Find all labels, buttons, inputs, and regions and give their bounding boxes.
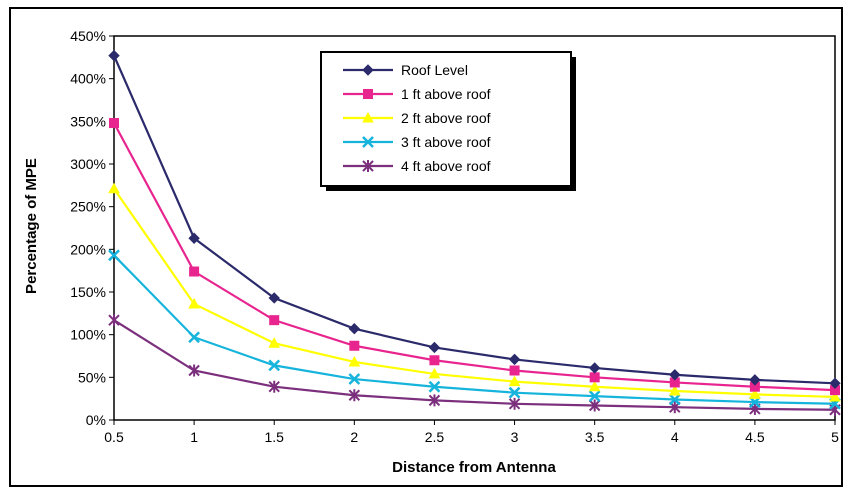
data-point — [348, 389, 361, 402]
series-1 — [108, 49, 841, 390]
data-point — [508, 386, 521, 399]
data-point — [349, 340, 360, 351]
data-point — [428, 367, 441, 379]
y-tick-label: 400% — [70, 71, 106, 87]
x-tick-label: 2.5 — [425, 429, 445, 445]
y-tick-label: 300% — [70, 156, 106, 172]
data-point — [428, 380, 441, 393]
legend-label: 4 ft above roof — [401, 158, 491, 174]
chart-border — [9, 7, 843, 487]
y-tick-label: 450% — [70, 28, 106, 44]
data-point — [508, 397, 521, 410]
data-point — [829, 390, 841, 402]
legend-entry: 1 ft above roof — [343, 86, 491, 102]
legend-entry: 4 ft above roof — [343, 158, 491, 174]
data-point — [749, 388, 761, 399]
legend: Roof Level 1 ft above roof 2 ft above roof… — [320, 51, 576, 191]
legend-marker — [362, 64, 374, 76]
series-line — [112, 55, 836, 385]
series-line — [113, 188, 836, 399]
x-tick-label: 4.5 — [745, 429, 765, 445]
data-point — [108, 249, 120, 262]
data-point — [429, 355, 440, 366]
data-point — [188, 331, 200, 344]
series-group — [108, 49, 841, 416]
x-tick-label: 1 — [190, 429, 198, 445]
data-point — [668, 393, 681, 406]
legend-entry: 2 ft above roof — [343, 110, 491, 126]
data-point — [108, 314, 120, 327]
data-point — [829, 377, 841, 390]
y-tick-label: 250% — [70, 199, 106, 215]
data-point — [508, 353, 521, 366]
data-point — [189, 266, 200, 277]
legend-marker — [362, 136, 374, 148]
data-point — [348, 355, 361, 367]
data-point — [348, 373, 361, 385]
data-point — [188, 297, 200, 309]
legend-entry: Roof Level — [343, 62, 468, 78]
data-point — [588, 399, 601, 412]
y-tick-label: 50% — [78, 369, 106, 385]
series-line — [113, 319, 836, 411]
data-point — [268, 337, 281, 348]
y-tick-label: 100% — [70, 327, 106, 343]
series-line — [113, 254, 836, 405]
series-line — [113, 122, 836, 392]
data-point — [509, 365, 520, 376]
y-tick-label: 350% — [70, 113, 106, 129]
data-point — [268, 380, 280, 393]
x-tick-label: 1.5 — [264, 429, 284, 445]
data-point — [589, 372, 600, 383]
legend-label: 1 ft above roof — [401, 86, 491, 102]
legend-label: Roof Level — [401, 62, 468, 78]
legend-label: 3 ft above roof — [401, 134, 491, 150]
data-point — [348, 322, 361, 335]
data-point — [188, 364, 200, 377]
data-point — [588, 390, 601, 402]
series-3 — [108, 182, 841, 402]
data-point — [268, 359, 281, 372]
x-tick-label: 0.5 — [104, 429, 124, 445]
data-point — [669, 369, 681, 381]
legend-marker — [362, 111, 374, 123]
legend-marker — [362, 160, 374, 172]
data-point — [588, 362, 601, 374]
data-point — [269, 315, 280, 326]
x-tick-label: 3.5 — [585, 429, 605, 445]
data-point — [268, 292, 280, 304]
legend-label: 2 ft above roof — [401, 110, 491, 126]
legend-entry: 3 ft above roof — [343, 134, 491, 150]
data-point — [109, 118, 119, 129]
x-tick-label: 2 — [350, 429, 358, 445]
data-point — [508, 375, 521, 387]
data-point — [749, 374, 761, 386]
x-tick-label: 3 — [511, 429, 519, 445]
y-tick-label: 0% — [86, 412, 106, 428]
x-tick-label: 4 — [671, 429, 679, 445]
legend-marker — [363, 89, 373, 99]
y-tick-label: 200% — [70, 241, 106, 257]
data-point — [428, 341, 441, 354]
data-point — [668, 384, 681, 396]
x-tick-label: 5 — [831, 429, 839, 445]
data-point — [108, 49, 120, 62]
y-axis-title: Percentage of MPE — [23, 158, 40, 294]
data-point — [428, 394, 441, 407]
x-axis-title: Distance from Antenna — [392, 459, 556, 476]
tick-labels: 0% 50% 100% 150% 200% 250% 300% 350% 400% 450% 0.5… — [70, 28, 839, 445]
series-5 — [108, 314, 841, 416]
data-point — [108, 182, 120, 194]
y-tick-label: 150% — [70, 284, 106, 300]
data-point — [188, 232, 200, 244]
data-point — [588, 380, 601, 392]
